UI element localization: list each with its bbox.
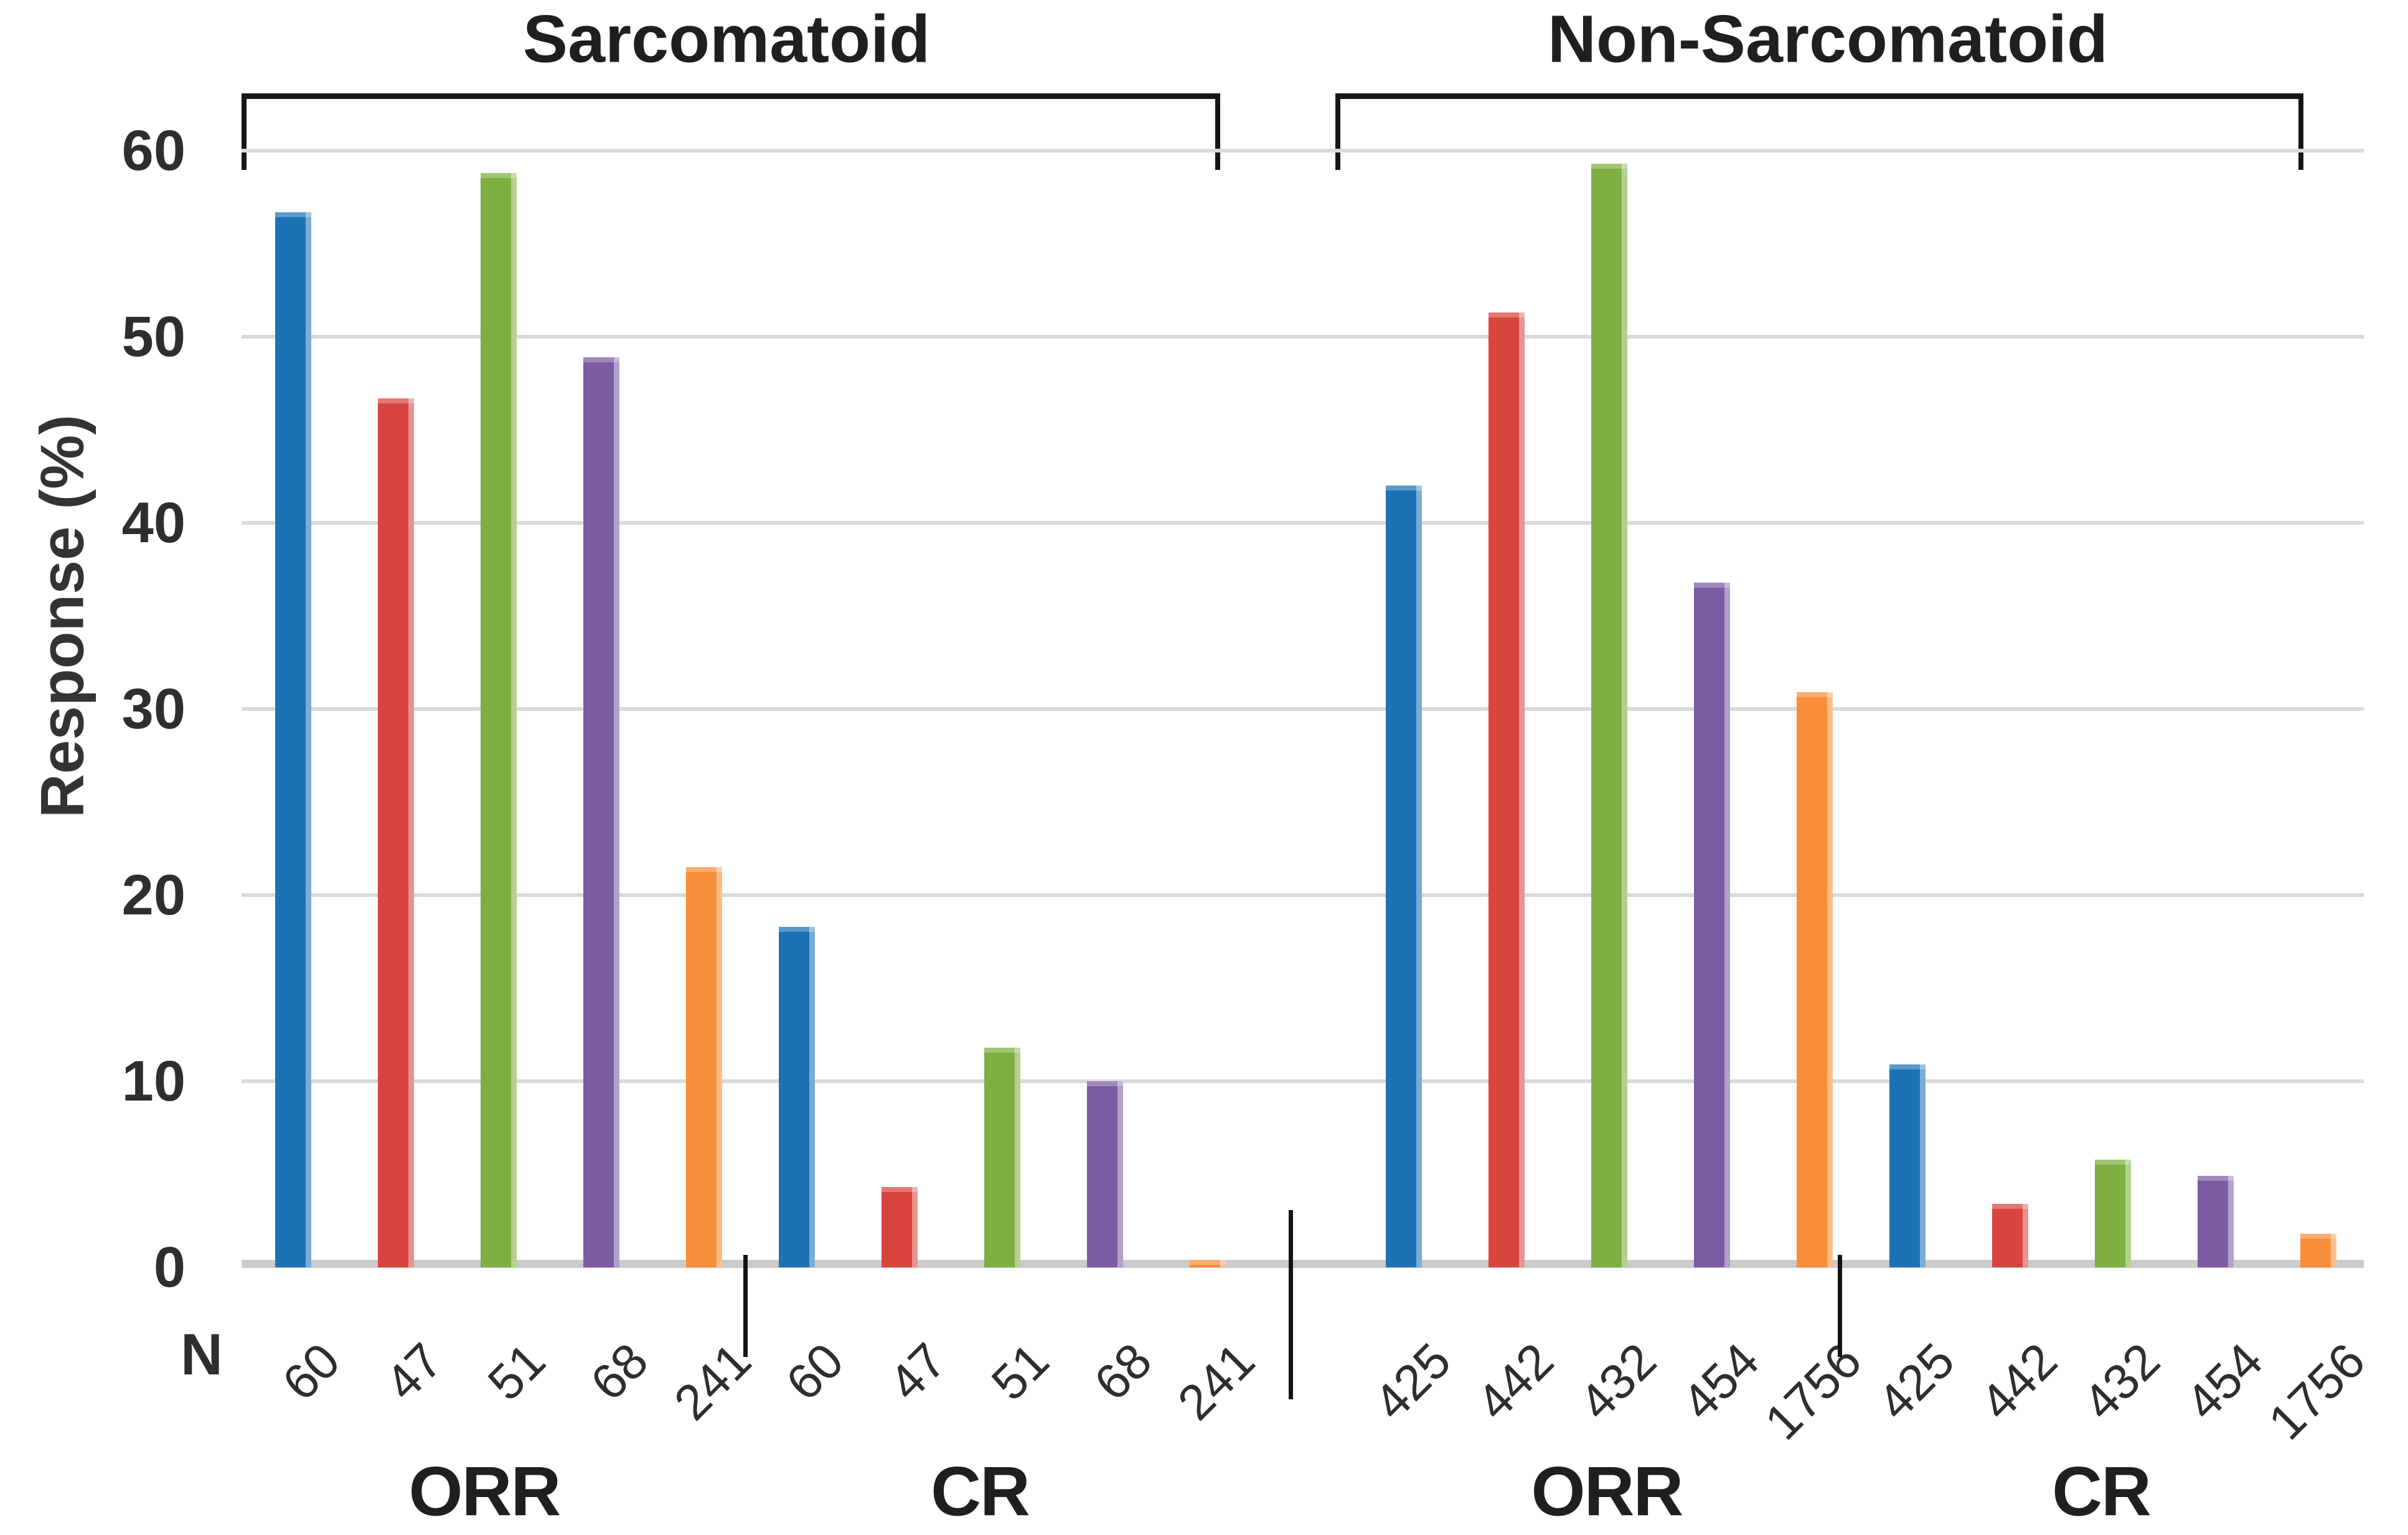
bar-non-sarcomatoid-cr-blue — [1889, 1064, 1926, 1267]
y-tick-20: 20 — [121, 863, 186, 927]
gridline-60 — [242, 149, 2364, 153]
y-tick-60: 60 — [121, 119, 186, 182]
bracket-non-sarcomatoid — [1335, 93, 2303, 170]
gridline-30 — [242, 707, 2364, 711]
y-axis-label: Response (%) — [27, 414, 96, 819]
n-label: 68 — [1083, 1332, 1162, 1411]
n-label: 60 — [271, 1332, 350, 1411]
bar-sarcomatoid-cr-blue — [779, 927, 815, 1267]
divider-sarcomatoid-nonsarcomatoid — [1289, 1210, 1293, 1399]
x-label-non-sarcomatoid-orr: ORR — [1531, 1452, 1684, 1531]
group-title-non-sarcomatoid: Non-Sarcomatoid — [1547, 1, 2109, 77]
bar-sarcomatoid-cr-purple — [1087, 1081, 1123, 1267]
y-tick-30: 30 — [121, 677, 186, 741]
x-label-sarcomatoid-cr: CR — [931, 1452, 1030, 1531]
y-tick-50: 50 — [121, 305, 186, 368]
n-label: 432 — [1568, 1332, 1667, 1431]
n-label: 442 — [1969, 1332, 2067, 1431]
y-tick-40: 40 — [121, 491, 186, 555]
bar-non-sarcomatoid-orr-red — [1489, 312, 1525, 1267]
n-label: 60 — [775, 1332, 854, 1411]
x-label-non-sarcomatoid-cr: CR — [2052, 1452, 2152, 1531]
n-label: 1756 — [2257, 1332, 2376, 1450]
x-axis-line — [242, 1260, 2364, 1268]
n-label: 454 — [1671, 1332, 1769, 1431]
n-label: 1756 — [1754, 1332, 1872, 1450]
bar-non-sarcomatoid-cr-purple — [2198, 1176, 2234, 1267]
gridline-10 — [242, 1079, 2364, 1083]
gridline-40 — [242, 521, 2364, 525]
bar-non-sarcomatoid-orr-blue — [1386, 486, 1422, 1267]
bar-sarcomatoid-cr-green — [984, 1048, 1020, 1267]
bar-non-sarcomatoid-cr-green — [2095, 1160, 2131, 1267]
bar-non-sarcomatoid-orr-green — [1591, 164, 1627, 1267]
n-label: 51 — [981, 1332, 1060, 1411]
n-label: 425 — [1866, 1332, 1965, 1431]
n-label: 68 — [580, 1332, 659, 1411]
bar-non-sarcomatoid-orr-orange — [1797, 692, 1833, 1267]
bar-sarcomatoid-cr-red — [882, 1187, 918, 1267]
bracket-sarcomatoid — [242, 93, 1220, 170]
n-label: 47 — [374, 1332, 453, 1411]
n-label: 425 — [1363, 1332, 1461, 1431]
bar-non-sarcomatoid-cr-red — [1992, 1204, 2028, 1267]
n-label: 454 — [2175, 1332, 2273, 1431]
divider-non-sarcomatoid-orr-cr — [1838, 1255, 1842, 1357]
gridline-20 — [242, 893, 2364, 897]
bar-sarcomatoid-orr-purple — [583, 357, 619, 1267]
y-tick-10: 10 — [121, 1049, 186, 1113]
bar-non-sarcomatoid-cr-orange — [2300, 1234, 2336, 1267]
n-label: 51 — [477, 1332, 556, 1411]
n-label: 442 — [1465, 1332, 1564, 1431]
bar-sarcomatoid-orr-red — [378, 398, 414, 1267]
divider-sarcomatoid-orr-cr — [743, 1255, 748, 1357]
bar-sarcomatoid-orr-green — [481, 173, 517, 1267]
x-label-sarcomatoid-orr: ORR — [408, 1452, 562, 1531]
n-label: 241 — [1167, 1332, 1265, 1431]
bar-sarcomatoid-orr-orange — [686, 867, 722, 1267]
n-label: 432 — [2072, 1332, 2170, 1431]
group-title-sarcomatoid: Sarcomatoid — [522, 1, 931, 77]
bar-sarcomatoid-cr-orange — [1190, 1260, 1226, 1267]
bar-non-sarcomatoid-orr-purple — [1694, 583, 1730, 1267]
n-axis-label: N — [181, 1321, 223, 1387]
gridline-50 — [242, 335, 2364, 339]
y-tick-0: 0 — [153, 1236, 186, 1299]
n-label: 47 — [878, 1332, 957, 1411]
bar-sarcomatoid-orr-blue — [275, 212, 311, 1267]
